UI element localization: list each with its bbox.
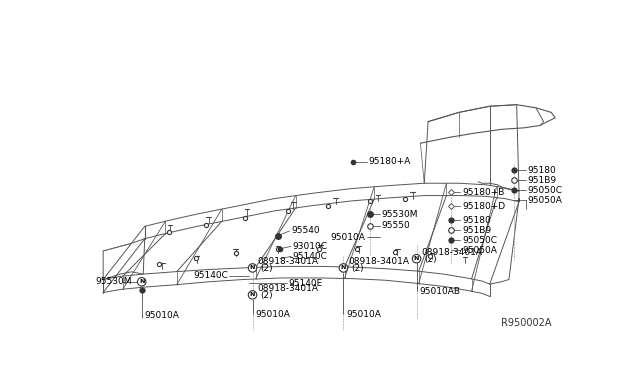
Text: 95540: 95540 (291, 227, 319, 235)
Text: 95050C: 95050C (527, 186, 563, 195)
Text: (2): (2) (260, 291, 273, 300)
Text: N: N (139, 279, 145, 284)
Circle shape (138, 278, 146, 286)
Text: (2): (2) (260, 264, 273, 273)
Text: 95530M: 95530M (381, 209, 418, 218)
Text: 95180: 95180 (462, 216, 491, 225)
Text: 95010A: 95010A (330, 232, 365, 242)
Text: 95180: 95180 (527, 166, 556, 174)
Circle shape (412, 254, 420, 263)
Text: 95010A: 95010A (145, 311, 180, 320)
Text: 08918-3401A: 08918-3401A (257, 257, 318, 266)
Text: 951B9: 951B9 (462, 226, 491, 235)
Text: 95530M: 95530M (95, 277, 132, 286)
Circle shape (248, 291, 257, 299)
Text: 95140C: 95140C (193, 271, 228, 280)
Text: 08918-3401A: 08918-3401A (421, 248, 482, 257)
Text: 08918-3401A: 08918-3401A (348, 257, 409, 266)
Text: N: N (250, 266, 255, 270)
Text: 951B9: 951B9 (527, 176, 557, 185)
Text: 95180+B: 95180+B (462, 188, 504, 197)
Text: 95140E: 95140E (289, 279, 323, 288)
Text: 08918-3401A: 08918-3401A (257, 284, 318, 293)
Text: (2): (2) (424, 255, 437, 264)
Text: N: N (414, 256, 419, 261)
Text: 95050A: 95050A (462, 246, 497, 255)
Text: 95050A: 95050A (527, 196, 563, 205)
Text: 93010C: 93010C (292, 242, 328, 251)
Text: 95010AB: 95010AB (420, 286, 461, 295)
Text: 95010A: 95010A (346, 310, 381, 319)
Text: 95550: 95550 (381, 221, 410, 230)
Text: 95180+D: 95180+D (462, 202, 505, 211)
Text: 95180+A: 95180+A (368, 157, 410, 166)
Text: N: N (250, 292, 255, 297)
Text: (2): (2) (351, 264, 364, 273)
Text: 95050C: 95050C (462, 236, 497, 245)
Text: N: N (340, 266, 346, 270)
Circle shape (248, 264, 257, 272)
Text: R950002A: R950002A (501, 318, 552, 328)
Text: 95140C: 95140C (292, 252, 328, 261)
Text: 95010A: 95010A (255, 310, 291, 319)
Circle shape (339, 264, 348, 272)
